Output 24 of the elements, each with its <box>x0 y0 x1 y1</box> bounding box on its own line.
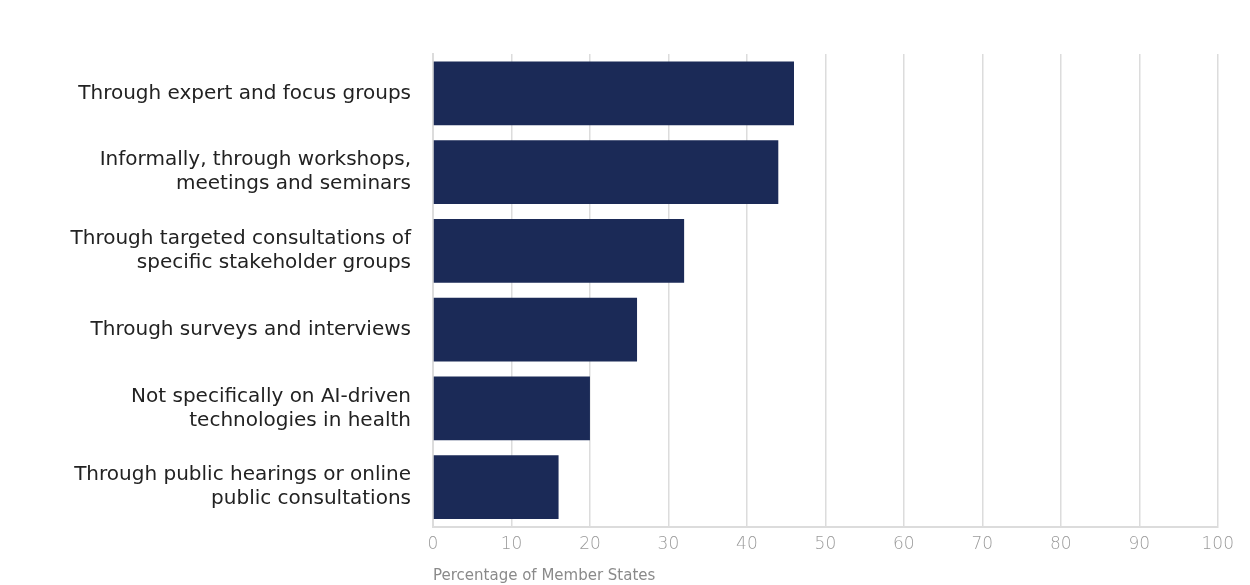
x-tick-label: 100 <box>1201 533 1234 554</box>
x-tick-label: 20 <box>579 533 601 554</box>
y-tick-label: Not specifically on AI-driven technologies in health <box>131 382 411 431</box>
bar <box>433 61 794 126</box>
x-tick-label: 10 <box>500 533 523 554</box>
x-tick-label: 80 <box>1050 533 1072 554</box>
x-axis-title: Percentage of Member States <box>433 565 656 584</box>
x-tick-label: 70 <box>971 533 994 554</box>
y-tick-label: Informally, through workshops, meetings and seminars <box>99 146 411 195</box>
bar <box>433 219 685 283</box>
y-tick-label: Through public hearings or online public consultations <box>73 461 411 510</box>
x-tick-label: 30 <box>657 533 680 554</box>
x-tick-label: 40 <box>736 533 758 554</box>
x-tick-label: 60 <box>893 533 915 554</box>
y-tick-label: Through surveys and interviews <box>89 315 411 340</box>
x-tick-label: 50 <box>814 533 837 554</box>
x-tick-label: 0 <box>427 533 439 554</box>
y-tick-label: Through targeted consultations of specific stakeholder groups <box>69 225 412 274</box>
bar <box>433 455 559 520</box>
bar <box>433 376 590 441</box>
y-tick-label: Through expert and focus groups <box>77 79 411 104</box>
x-tick-label: 90 <box>1128 533 1151 554</box>
bar <box>433 140 779 205</box>
bar <box>433 297 638 362</box>
